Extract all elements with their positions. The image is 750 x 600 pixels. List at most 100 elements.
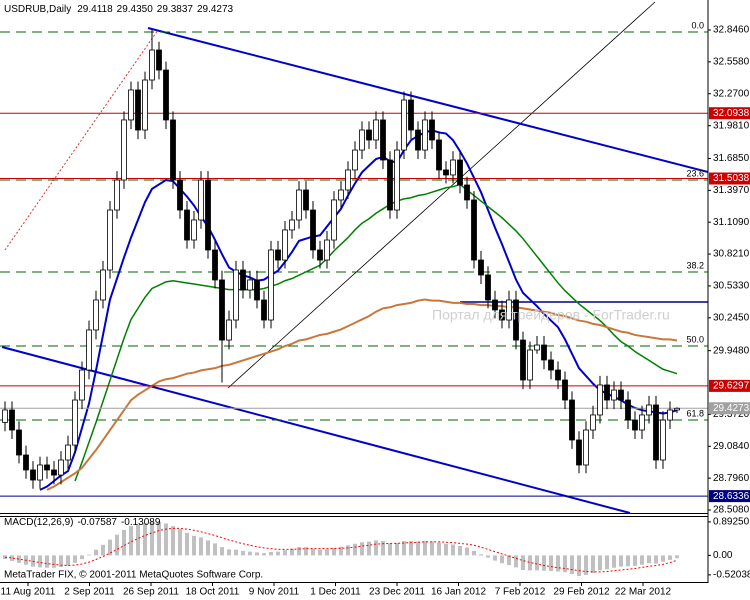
candle-body (275, 249, 281, 261)
macd-bar (661, 555, 665, 562)
macd-bar (234, 549, 238, 556)
candle-body (387, 159, 393, 211)
macd-bar (290, 548, 294, 556)
macd-bar (129, 526, 133, 556)
macd-bar (206, 540, 210, 556)
candle-body (121, 119, 127, 181)
macd-bar (213, 543, 217, 556)
candle-body (618, 389, 624, 401)
candle-body (604, 384, 610, 401)
candle-body (359, 129, 365, 151)
macd-bar (10, 555, 14, 561)
macd-bar (115, 534, 119, 556)
candle-body (2, 409, 8, 423)
macd-bar (556, 555, 560, 572)
y-tick-label: 28.7960 (713, 473, 750, 484)
macd-bar (297, 547, 301, 556)
candle-body (513, 299, 519, 341)
candle-body (611, 389, 617, 401)
macd-bar (528, 555, 532, 571)
candle-body (464, 184, 470, 201)
macd-y-tick-label: 0.89250 (713, 517, 750, 528)
macd-bar (598, 555, 602, 571)
candle-body (534, 344, 540, 351)
candle-body (429, 119, 435, 141)
candle-body (37, 464, 43, 481)
x-tick-label: 23 Dec 2011 (369, 587, 425, 598)
candle-body (198, 179, 204, 221)
candle-body (443, 169, 449, 176)
candle-body (191, 219, 197, 241)
macd-bar (563, 555, 567, 573)
candle-body (499, 309, 505, 321)
y-tick-label: 29.0840 (713, 441, 750, 452)
candle-body (317, 249, 323, 261)
x-tick-label: 1 Dec 2011 (310, 587, 361, 598)
x-tick-label: 29 Feb 2012 (553, 587, 610, 598)
candle-body (492, 299, 498, 311)
macd-bar (136, 524, 140, 556)
candle-body (303, 189, 309, 211)
y-tick-label: 30.2450 (713, 312, 750, 323)
candle-body (506, 299, 512, 321)
macd-bar (591, 555, 595, 573)
moving-average (39, 129, 678, 491)
macd-title: MACD(12,26,9) -0.07587 -0.13089 (4, 517, 161, 528)
macd-bar (675, 555, 679, 559)
candle-body (219, 279, 225, 341)
fib-label: 50.0 (686, 334, 704, 344)
candle-body (345, 169, 351, 191)
chart-title: USDRUB,Daily 29.4118 29.4350 29.3837 29.4273 (4, 4, 234, 15)
macd-y-tick-label: 0.00 (713, 550, 733, 561)
macd-bar (612, 555, 616, 568)
price-label-box (709, 379, 750, 392)
moving-average (74, 183, 678, 482)
macd-bar (514, 555, 518, 568)
macd-bar (122, 529, 126, 556)
macd-bar (325, 549, 329, 556)
macd-bar (640, 555, 644, 565)
y-tick-label: 31.9810 (713, 120, 750, 131)
macd-bar (38, 555, 42, 568)
macd-bar (395, 543, 399, 556)
y-tick-label: 29.3720 (713, 409, 750, 420)
candle-body (79, 369, 85, 401)
candle-body (289, 219, 295, 231)
fib-label: 61.8 (686, 408, 704, 418)
candle-body (93, 299, 99, 331)
y-tick-label: 30.8210 (713, 249, 750, 260)
candle-body (422, 119, 428, 151)
candle-body (625, 399, 631, 421)
candle-body (401, 99, 407, 151)
macd-bar (199, 537, 203, 556)
candle-body (254, 279, 260, 301)
macd-bar (500, 555, 504, 564)
macd-bar (451, 544, 455, 556)
candle-body (660, 419, 666, 461)
fib-label: 38.2 (686, 260, 704, 270)
macd-bar (66, 555, 70, 566)
candle-body (415, 129, 421, 151)
y-tick-label: 30.5330 (713, 281, 750, 292)
macd-bar (374, 540, 378, 556)
macd-bar (570, 555, 574, 575)
macd-bar (171, 526, 175, 556)
ohlc-value: 29.4273 (197, 4, 234, 15)
candle-body (30, 469, 36, 481)
fib-link (4, 29, 159, 251)
candle-body (282, 229, 288, 261)
candle-body (51, 469, 57, 476)
macd-bar (87, 554, 91, 556)
candle-body (65, 444, 71, 461)
candle-body (156, 49, 162, 71)
macd-bar (192, 535, 196, 556)
macd-bar (507, 555, 511, 566)
macd-bar (409, 541, 413, 556)
macd-bar (318, 549, 322, 556)
macd-bar (304, 547, 308, 556)
x-tick-label: 11 Aug 2011 (1, 587, 56, 598)
price-label-box (709, 402, 750, 415)
